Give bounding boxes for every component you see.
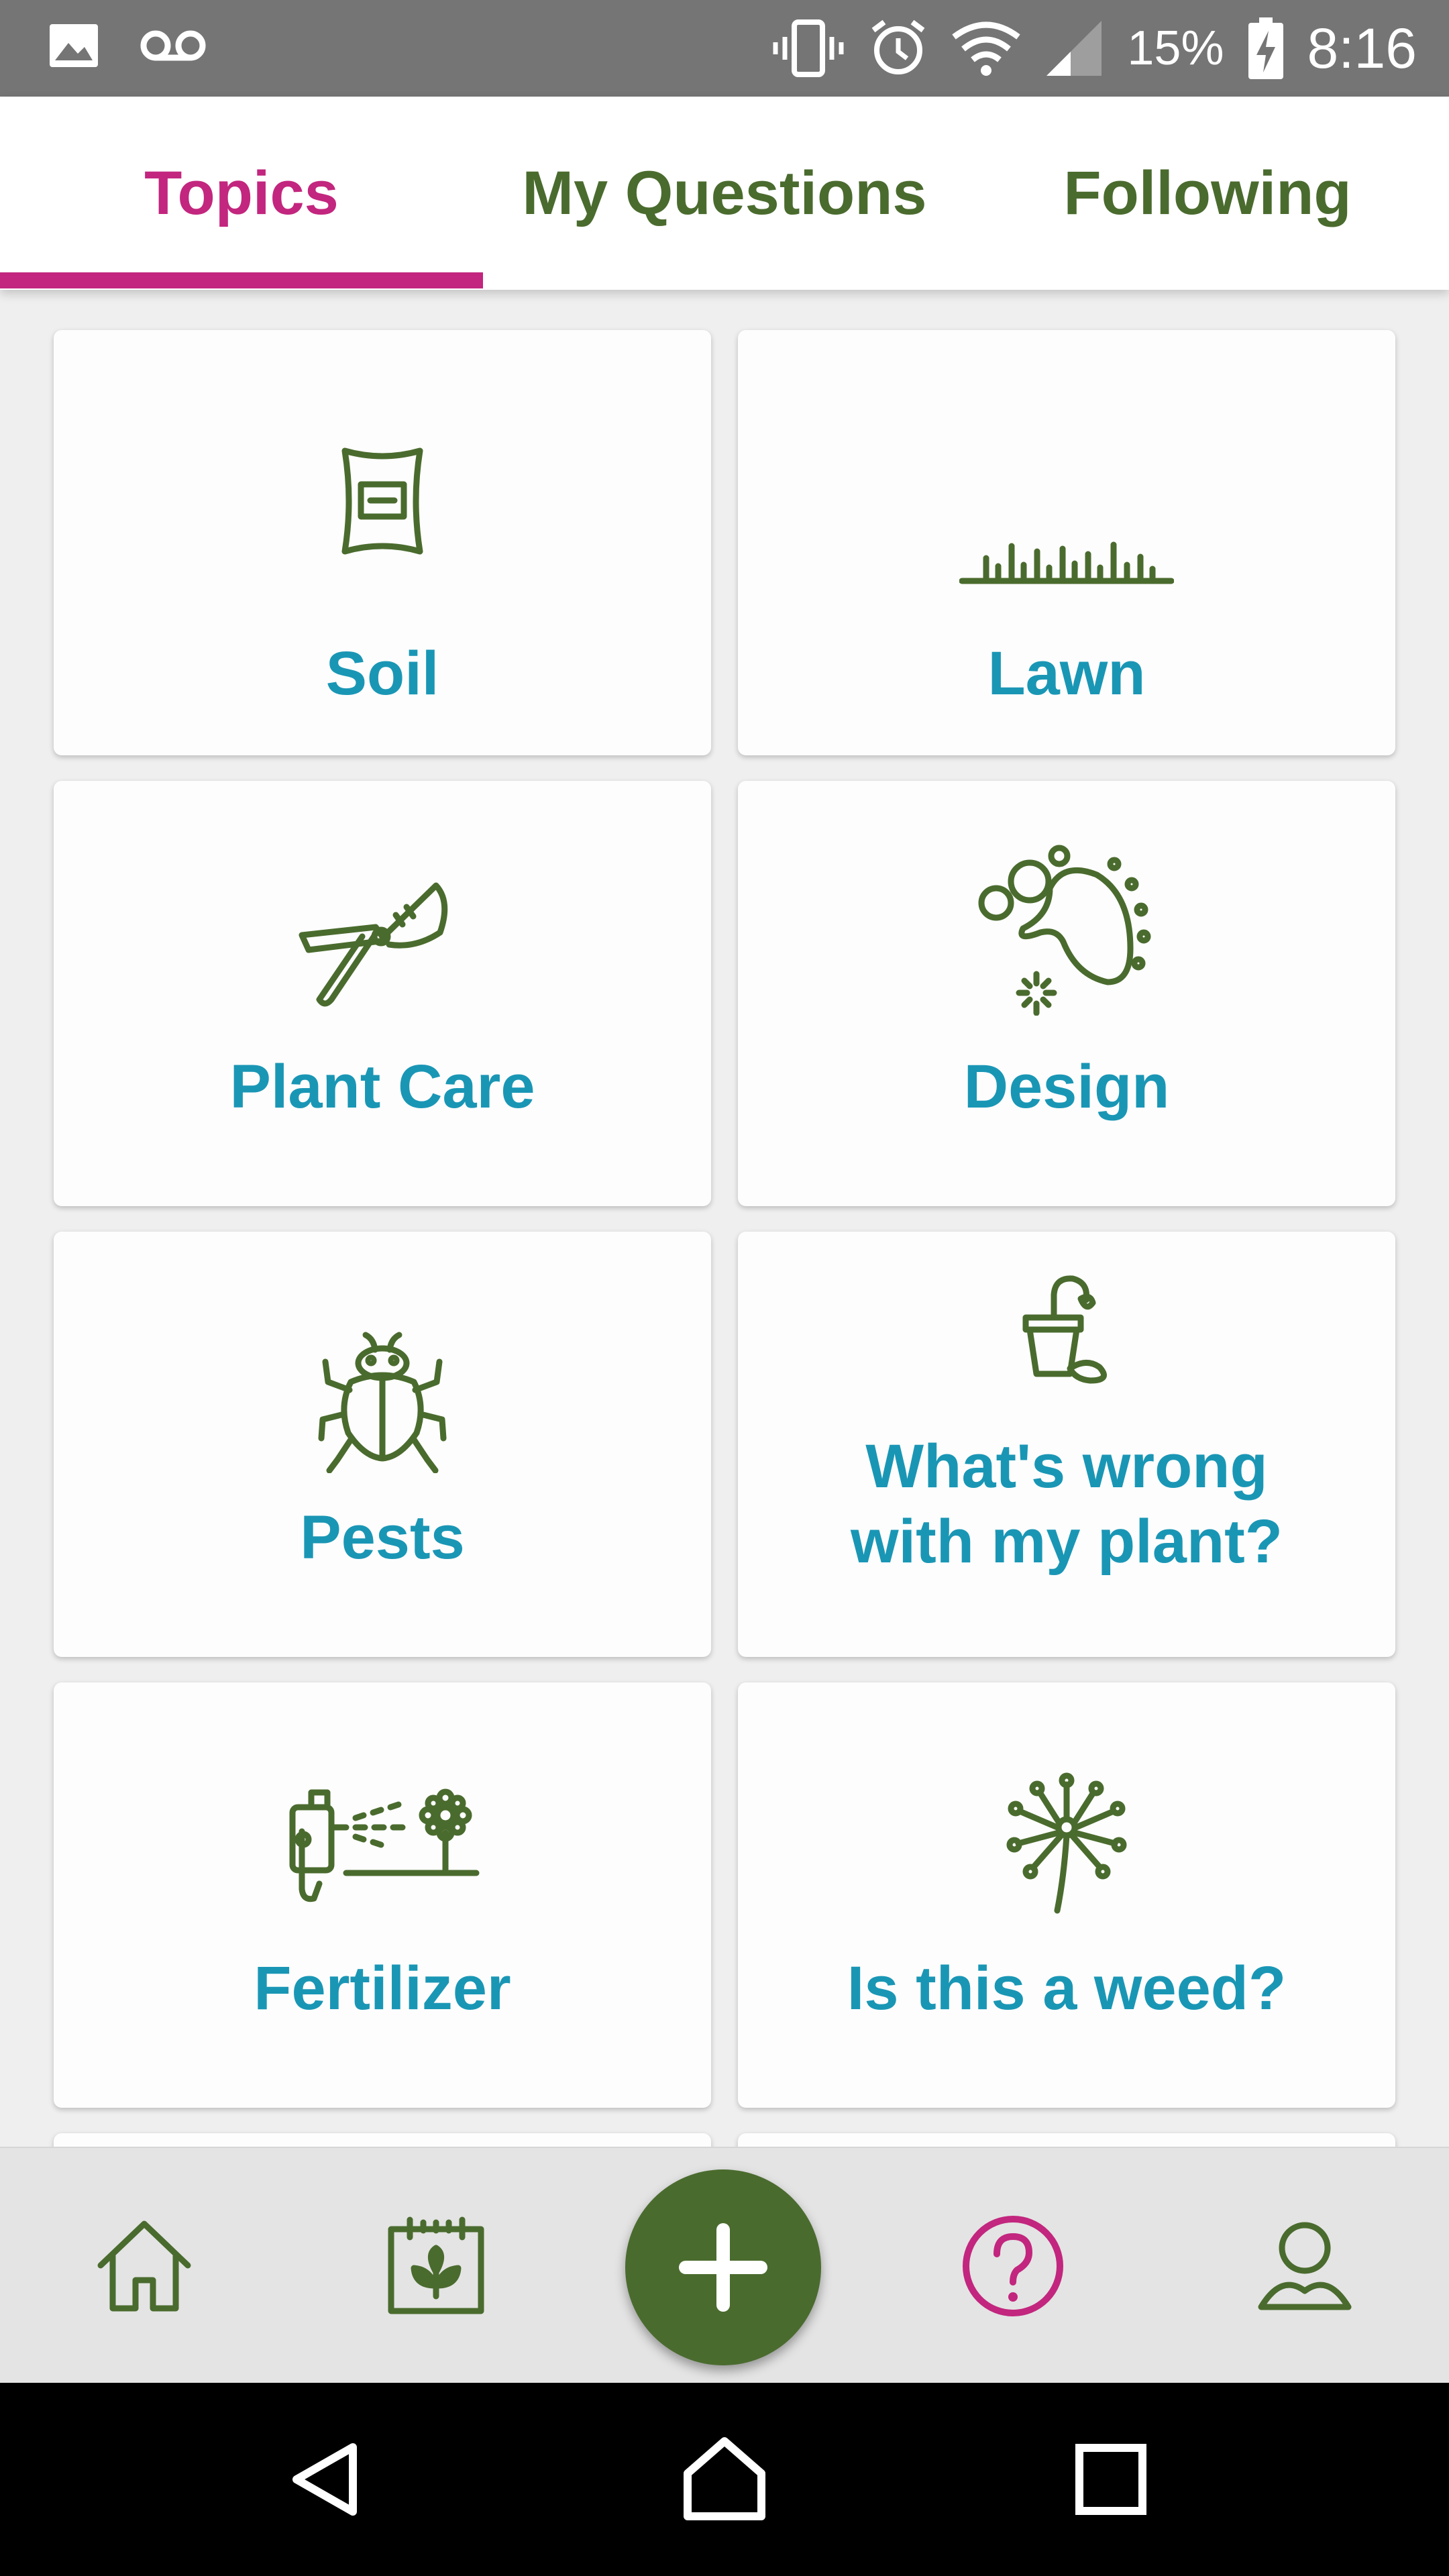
wifi-icon — [952, 21, 1021, 76]
dandelion-icon — [1006, 1772, 1127, 1914]
topic-label: Is this a weed? — [847, 1954, 1287, 2023]
grass-icon — [959, 541, 1174, 584]
signal-icon — [1046, 21, 1102, 76]
back-button[interactable] — [225, 2383, 427, 2576]
tab-my-questions[interactable]: My Questions — [522, 158, 927, 227]
wilted-plant-icon — [1022, 1275, 1107, 1384]
topic-card-design[interactable]: Design — [738, 781, 1395, 1206]
garden-calendar-icon — [388, 2216, 484, 2314]
topic-card-fertilizer[interactable]: Fertilizer — [54, 1682, 711, 2108]
voicemail-icon — [140, 30, 206, 61]
topic-card-weed[interactable]: Is this a weed? — [738, 1682, 1395, 2108]
topic-card-soil[interactable]: Soil — [54, 330, 711, 755]
pruning-shears-icon — [299, 882, 448, 1007]
tab-following[interactable]: Following — [1063, 158, 1352, 227]
tab-topics[interactable]: Topics — [144, 158, 339, 227]
home-system-icon — [684, 2437, 765, 2520]
topic-label: Fertilizer — [254, 1954, 511, 2023]
topic-card-whats-wrong[interactable]: What's wrong with my plant? — [738, 1232, 1395, 1657]
topics-grid: Soil Lawn — [0, 290, 1449, 2148]
topic-label: Soil — [325, 639, 439, 708]
topic-label: Lawn — [987, 639, 1146, 708]
sprayer-icon — [289, 1788, 480, 1902]
soil-bag-icon — [341, 447, 423, 555]
topic-card-pests[interactable]: Pests — [54, 1232, 711, 1657]
add-button[interactable] — [625, 2169, 821, 2365]
battery-percent: 15% — [1127, 21, 1224, 75]
home-icon — [97, 2220, 191, 2312]
add-icon — [679, 2223, 767, 2312]
topic-label: What's wrong with my plant? — [851, 1432, 1283, 1576]
nav-profile[interactable] — [1228, 2148, 1382, 2384]
vibrate-icon — [773, 19, 844, 77]
topic-label: Design — [963, 1053, 1170, 1121]
topic-card-partial[interactable] — [738, 2133, 1395, 2148]
back-icon — [292, 2443, 357, 2516]
tab-bar: Topics My Questions Following — [0, 97, 1449, 290]
nav-questions[interactable] — [926, 2148, 1100, 2384]
recents-icon — [1075, 2444, 1146, 2515]
clock: 8:16 — [1307, 16, 1417, 80]
image-icon — [50, 24, 98, 67]
garden-design-icon — [978, 845, 1151, 1016]
nav-home[interactable] — [67, 2148, 221, 2384]
home-system-button[interactable] — [624, 2383, 825, 2576]
status-bar: 15% 8:16 — [0, 0, 1449, 97]
system-navigation-bar — [0, 2383, 1449, 2576]
help-question-icon — [963, 2216, 1063, 2316]
alarm-icon — [871, 19, 925, 74]
beetle-icon — [318, 1332, 447, 1473]
topic-label: Pests — [300, 1503, 465, 1572]
recents-button[interactable] — [1010, 2383, 1212, 2576]
topic-card-partial[interactable] — [54, 2133, 711, 2148]
nav-garden[interactable] — [356, 2148, 517, 2384]
topic-label: Plant Care — [229, 1053, 535, 1121]
topic-card-lawn[interactable]: Lawn — [738, 330, 1395, 755]
profile-icon — [1258, 2222, 1352, 2310]
active-tab-indicator — [0, 272, 483, 288]
topic-card-plant-care[interactable]: Plant Care — [54, 781, 711, 1206]
battery-charging-icon — [1248, 17, 1283, 79]
